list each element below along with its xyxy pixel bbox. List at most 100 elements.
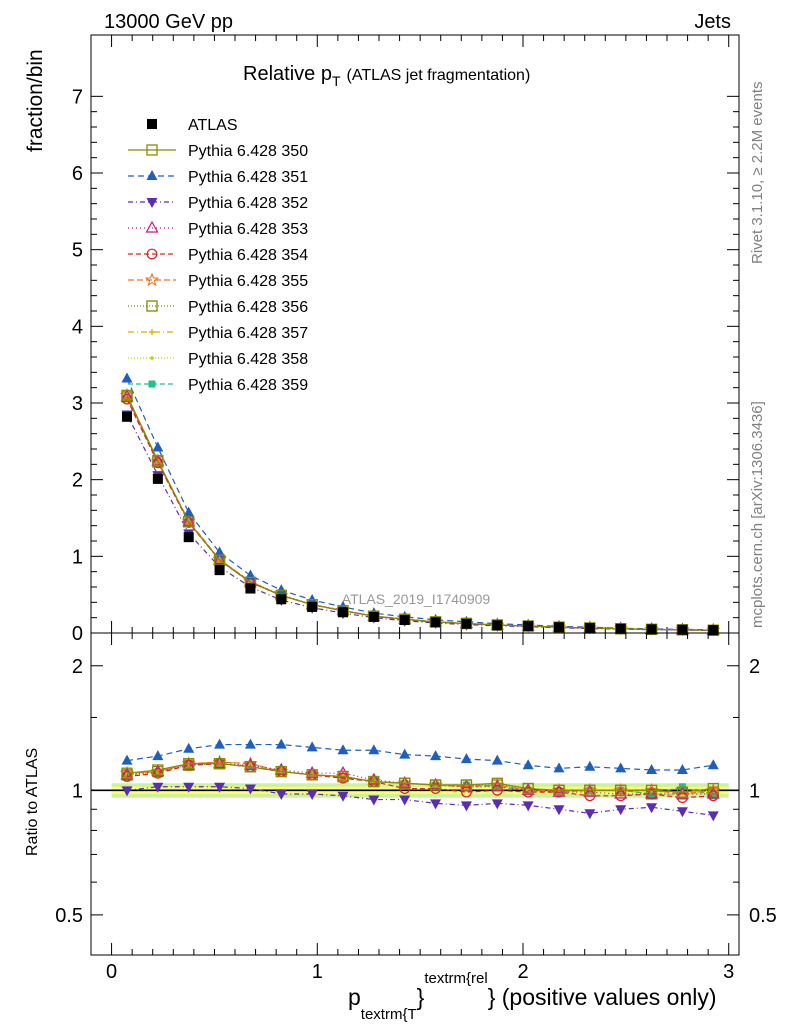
ratio-data-point bbox=[553, 805, 565, 816]
ratio-data-point bbox=[337, 770, 349, 783]
ratio-data-point bbox=[676, 763, 688, 774]
ratio-data-point bbox=[121, 786, 133, 797]
ratio-data-point bbox=[675, 786, 689, 799]
ratio-data-point bbox=[491, 777, 503, 789]
legend-marker bbox=[146, 300, 158, 312]
ratio-data-point bbox=[337, 791, 349, 802]
ratio-data-point bbox=[368, 775, 380, 788]
main-data-point bbox=[276, 594, 287, 605]
ratio-data-point bbox=[490, 779, 504, 792]
ratio-data-point bbox=[460, 779, 473, 791]
ratio-y-tick-label: 0.5 bbox=[55, 905, 83, 927]
ratio-data-point bbox=[584, 784, 596, 796]
ratio-data-point bbox=[522, 801, 534, 812]
main-chart-title: Relative pT (ATLAS jet fragmentation) bbox=[243, 63, 530, 89]
ratio-data-point bbox=[615, 762, 627, 773]
ratio-plot-panel: 0.5 0.5 1 1 2 2 0 1 2 3 Ratio to ATLAS ptextrm{T}… bbox=[24, 632, 777, 1023]
legend-marker bbox=[145, 220, 159, 233]
main-y-tick-label: 4 bbox=[72, 316, 83, 338]
ratio-y-tick-label: 1 bbox=[72, 780, 83, 802]
ratio-data-point bbox=[614, 786, 628, 799]
main-data-point bbox=[615, 623, 626, 634]
ratio-data-point bbox=[336, 765, 350, 778]
ratio-data-point bbox=[615, 784, 627, 796]
ratio-data-point bbox=[306, 741, 318, 752]
ratio-data-point bbox=[676, 807, 688, 818]
ratio-data-point bbox=[183, 782, 195, 793]
ratio-data-point bbox=[551, 782, 567, 797]
ratio-data-point bbox=[243, 757, 257, 770]
main-data-point bbox=[338, 607, 348, 618]
ratio-data-point bbox=[244, 738, 256, 749]
main-data-point bbox=[183, 516, 195, 528]
legend-label: Pythia 6.428 358 bbox=[188, 351, 308, 368]
main-data-point bbox=[182, 514, 196, 527]
legend-marker bbox=[146, 170, 158, 180]
rivet-label: Rivet 3.1.10, ≥ 2.2M events bbox=[749, 82, 766, 265]
main-plot-panel: 0 1 2 3 4 5 6 7 fraction/bin Relative pT (ATLAS … bbox=[24, 34, 740, 645]
ratio-data-point bbox=[459, 779, 473, 792]
ratio-data-point bbox=[399, 748, 411, 759]
legend-marker bbox=[149, 329, 155, 335]
legend-label: Pythia 6.428 357 bbox=[188, 325, 308, 342]
ratio-data-point bbox=[119, 765, 135, 780]
main-data-point bbox=[152, 454, 164, 467]
ratio-data-point bbox=[553, 762, 565, 773]
ratio-data-point bbox=[645, 784, 658, 796]
ratio-data-point bbox=[553, 784, 565, 796]
ratio-data-point bbox=[397, 775, 412, 790]
ratio-data-point bbox=[491, 754, 503, 765]
ratio-data-point bbox=[121, 767, 133, 779]
ratio-data-point bbox=[274, 762, 288, 775]
main-y-axis-label: fraction/bin bbox=[24, 49, 47, 152]
legend-marker bbox=[150, 356, 154, 360]
ratio-data-point bbox=[584, 809, 596, 820]
ratio-y-tick-label-right: 1 bbox=[749, 780, 760, 802]
main-data-point bbox=[121, 389, 133, 401]
ratio-data-point bbox=[306, 789, 318, 800]
ratio-data-point bbox=[368, 795, 380, 806]
ratio-data-point bbox=[152, 764, 164, 776]
main-axis-ticks: 0 1 2 3 4 5 6 7 bbox=[72, 35, 739, 645]
ratio-data-point bbox=[214, 738, 226, 749]
main-data-point bbox=[150, 453, 166, 468]
ratio-y-tick-label: 2 bbox=[72, 656, 83, 678]
main-data-point bbox=[214, 565, 225, 576]
main-data-point bbox=[708, 625, 719, 636]
ratio-data-point bbox=[121, 754, 133, 765]
ratio-data-point bbox=[212, 754, 227, 769]
main-data-point bbox=[152, 473, 163, 484]
ratio-series-group bbox=[119, 738, 721, 822]
ratio-y-tick-label-right: 0.5 bbox=[749, 905, 777, 927]
main-y-tick-label: 1 bbox=[72, 546, 83, 568]
legend-label: Pythia 6.428 351 bbox=[188, 169, 308, 186]
ratio-plot-frame bbox=[90, 632, 740, 956]
main-data-point bbox=[122, 411, 132, 422]
ratio-data-point bbox=[398, 776, 412, 788]
ratio-y-tick-label-right: 2 bbox=[749, 656, 760, 678]
main-data-point bbox=[677, 624, 688, 635]
ratio-data-point bbox=[183, 742, 195, 753]
ratio-data-point bbox=[676, 786, 689, 798]
ratio-data-point bbox=[428, 777, 443, 792]
analysis-watermark: ATLAS_2019_I1740909 bbox=[342, 591, 491, 607]
ratio-data-point bbox=[399, 795, 411, 806]
x-tick-label: 3 bbox=[723, 961, 734, 983]
x-axis-label-brace: } bbox=[417, 984, 425, 1010]
ratio-series-line bbox=[126, 786, 714, 816]
x-tick-label: 1 bbox=[312, 961, 323, 983]
ratio-data-point bbox=[707, 782, 719, 795]
ratio-data-point bbox=[460, 801, 472, 812]
ratio-data-point bbox=[152, 782, 164, 793]
main-y-tick-label: 5 bbox=[72, 240, 83, 262]
ratio-data-point bbox=[399, 777, 411, 789]
ratio-data-point bbox=[583, 784, 597, 797]
x-tick-label: 0 bbox=[106, 961, 117, 983]
ratio-data-point bbox=[615, 805, 627, 816]
ratio-data-point bbox=[213, 758, 226, 770]
legend-label: Pythia 6.428 353 bbox=[188, 221, 308, 238]
ratio-data-point bbox=[613, 782, 628, 797]
ratio-data-point bbox=[584, 760, 596, 771]
ratio-y-axis-label: Ratio to ATLAS bbox=[24, 748, 41, 856]
